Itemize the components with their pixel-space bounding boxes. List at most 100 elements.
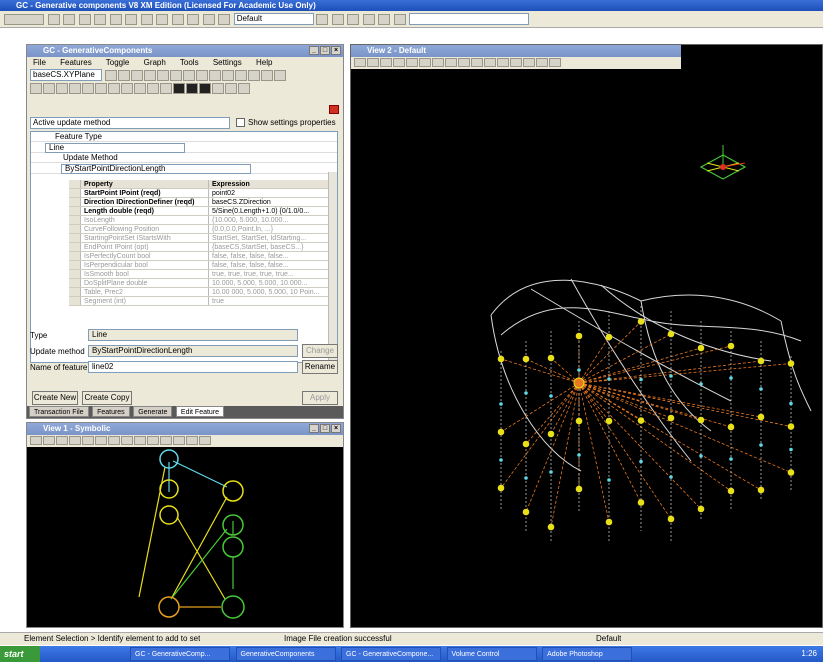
tool-button[interactable] — [63, 13, 76, 25]
grid-row[interactable]: StartingPointSet IStartsWith StartSet, St… — [69, 234, 329, 243]
graph-node[interactable] — [159, 449, 179, 469]
symbolic-graph[interactable] — [27, 447, 343, 627]
tool-button[interactable] — [69, 436, 81, 446]
grid-cell-expression[interactable]: StartSet, StartSet, IdStarting... — [212, 235, 307, 242]
point-node[interactable] — [729, 457, 733, 461]
apply-button[interactable]: Apply — [302, 391, 338, 405]
tool-button[interactable] — [471, 58, 483, 68]
tool-button[interactable] — [331, 13, 344, 25]
point-node[interactable] — [727, 423, 735, 431]
point-node[interactable] — [727, 487, 735, 495]
origin-node[interactable] — [573, 377, 585, 389]
tool-button[interactable] — [238, 83, 250, 95]
tool-button[interactable] — [104, 69, 117, 81]
grid-row[interactable]: IsPerpendicular bool false, false, false,… — [69, 261, 329, 270]
grid-cell-expression[interactable]: {10.000, 5.000, 10.000... — [212, 217, 289, 224]
taskbar-item[interactable]: Volume Control — [446, 647, 537, 661]
tool-button[interactable] — [432, 58, 444, 68]
tab-generate[interactable]: Generate — [133, 406, 173, 417]
tool-button[interactable] — [47, 13, 60, 25]
tool-button[interactable] — [109, 13, 122, 25]
graph-node[interactable] — [222, 514, 244, 536]
grid-cell-expression[interactable]: {baseCS,StartSet, baseCS...} — [212, 244, 304, 251]
point-node[interactable] — [757, 486, 765, 494]
point-node[interactable] — [575, 332, 583, 340]
menu-help[interactable]: Help — [255, 58, 273, 67]
point-node[interactable] — [787, 469, 795, 476]
point-node[interactable] — [637, 417, 645, 424]
point-node[interactable] — [789, 401, 793, 406]
tool-button[interactable] — [108, 83, 120, 95]
minimize-button[interactable]: _ — [309, 424, 319, 433]
grid-row[interactable]: StartPoint IPoint (reqd) point02 — [69, 189, 329, 198]
tool-button[interactable] — [134, 83, 146, 95]
tool-button[interactable] — [208, 69, 221, 81]
update-method-field[interactable]: ByStartPointDirectionLength — [61, 164, 251, 174]
grid-cell-expression[interactable]: 10.000, 5.000, 5.000, 10.000... — [212, 280, 308, 287]
point-node[interactable] — [575, 485, 583, 493]
point-node[interactable] — [547, 430, 555, 438]
tool-button[interactable] — [30, 436, 42, 446]
point-node[interactable] — [499, 458, 503, 462]
grid-cell-expression[interactable]: false, false, false, false... — [212, 253, 289, 260]
tool-button[interactable] — [347, 13, 360, 25]
tool-button[interactable] — [147, 83, 159, 95]
point-node[interactable] — [757, 413, 765, 421]
tool-button[interactable] — [69, 83, 81, 95]
point-node[interactable] — [787, 360, 795, 367]
taskbar-item[interactable]: GC - GenerativeComp... — [130, 647, 230, 661]
grid-cell-expression[interactable]: true, true, true, true, true... — [212, 271, 294, 278]
tool-button[interactable] — [173, 436, 185, 446]
menu-tools[interactable]: Tools — [179, 58, 199, 67]
3d-viewport[interactable] — [351, 71, 822, 627]
point-node[interactable] — [547, 354, 555, 362]
point-node[interactable] — [669, 374, 673, 378]
tool-button[interactable] — [117, 69, 130, 81]
point-node[interactable] — [729, 376, 733, 380]
tool-button[interactable] — [195, 69, 208, 81]
grid-row[interactable]: Direction IDirectionDefiner (reqd) baseCS… — [69, 198, 329, 207]
point-node[interactable] — [669, 475, 673, 479]
tool-button[interactable] — [549, 58, 561, 68]
point-node[interactable] — [789, 447, 793, 452]
point-node[interactable] — [522, 355, 530, 363]
point-node[interactable] — [637, 499, 645, 506]
point-node[interactable] — [497, 484, 505, 492]
point-node[interactable] — [547, 523, 555, 531]
change-button[interactable]: Change — [302, 344, 338, 358]
tool-button[interactable] — [121, 83, 133, 95]
tool-button[interactable] — [156, 69, 169, 81]
point-node[interactable] — [522, 440, 530, 448]
point-node[interactable] — [697, 344, 705, 352]
menu-features[interactable]: Features — [60, 58, 92, 67]
tool-button[interactable] — [202, 13, 215, 25]
tool-button[interactable] — [484, 58, 496, 68]
point-node[interactable] — [549, 394, 553, 398]
point-node[interactable] — [522, 508, 530, 516]
grid-cell-expression[interactable]: false, false, false, false... — [212, 262, 289, 269]
tool-button[interactable] — [458, 58, 470, 68]
tool-button[interactable] — [510, 58, 522, 68]
start-button[interactable]: start — [0, 646, 40, 662]
tool-button[interactable] — [95, 83, 107, 95]
grid-row[interactable]: DoSplitPlane double 10.000, 5.000, 5.000,… — [69, 279, 329, 288]
close-button[interactable]: × — [331, 424, 341, 433]
grid-row[interactable]: IsSmooth bool true, true, true, true, tru… — [69, 270, 329, 279]
graph-node[interactable] — [159, 505, 179, 525]
tool-button[interactable] — [199, 83, 211, 95]
tool-button[interactable] — [171, 13, 184, 25]
point-node[interactable] — [697, 505, 705, 513]
point-node[interactable] — [699, 382, 703, 386]
point-node[interactable] — [607, 377, 611, 381]
tool-button[interactable] — [134, 436, 146, 446]
taskbar-item[interactable]: Adobe Photoshop — [542, 647, 633, 661]
tool-button[interactable] — [354, 58, 366, 68]
graph-node[interactable] — [221, 595, 245, 619]
type-field[interactable]: Line — [88, 329, 298, 341]
maximize-button[interactable]: □ — [320, 424, 330, 433]
tool-button[interactable] — [199, 436, 211, 446]
grid-row[interactable]: Length double (reqd) 5/Sine(0.Length+1.0)… — [69, 207, 329, 216]
point-node[interactable] — [667, 414, 675, 422]
level-combo[interactable]: Default — [233, 13, 314, 25]
feature-type-field[interactable]: Line — [45, 143, 185, 153]
